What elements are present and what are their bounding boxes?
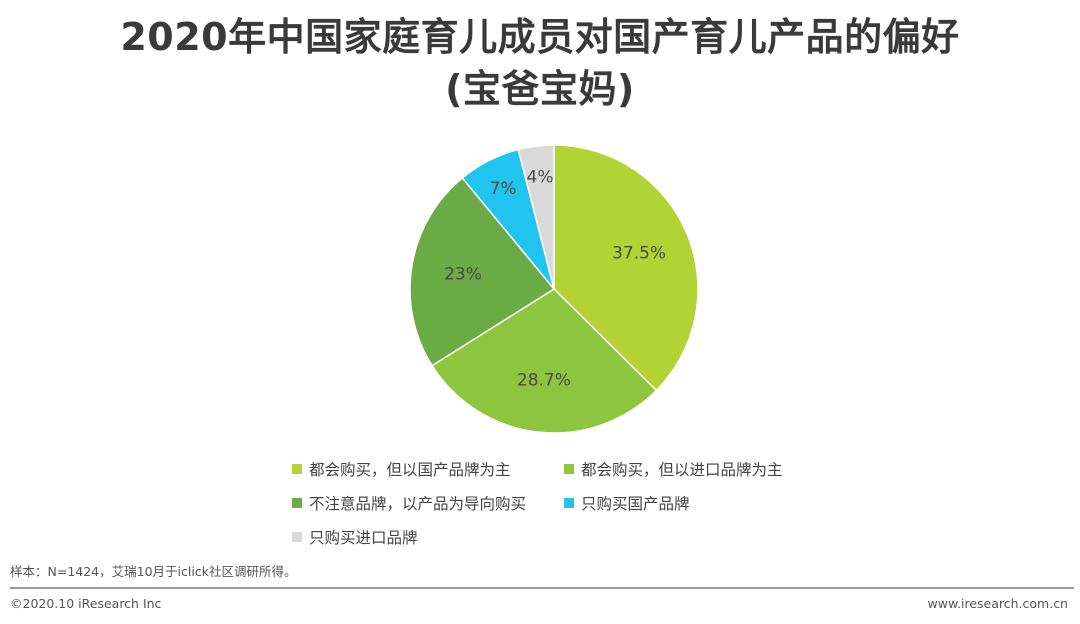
data-label: 7% bbox=[490, 179, 517, 199]
legend-label: 都会购买，但以进口品牌为主 bbox=[581, 461, 783, 479]
pie-slice bbox=[553, 144, 699, 392]
chart-legend: 都会购买，但以国产品牌为主 都会购买，但以进口品牌为主不注意品牌，以产品为导向购买… bbox=[292, 458, 852, 548]
legend-swatch bbox=[292, 498, 302, 508]
legend-label: 只购买进口品牌 bbox=[309, 529, 418, 547]
legend-swatch bbox=[292, 532, 302, 542]
legend-item: 只购买国产品牌 bbox=[564, 492, 844, 514]
legend-label: 都会购买，但以国产品牌为主 bbox=[309, 461, 511, 479]
pie-slice bbox=[409, 176, 556, 367]
pie-slice bbox=[431, 288, 658, 434]
legend-item: 只购买进口品牌 bbox=[292, 526, 564, 548]
sample-note: 样本：N=1424，艾瑞10月于iclick社区调研所得。 bbox=[10, 564, 297, 579]
data-label: 23% bbox=[444, 264, 482, 284]
legend-label: 不注意品牌，以产品为导向购买 bbox=[309, 495, 527, 513]
data-label: 37.5% bbox=[612, 244, 666, 264]
footer-divider bbox=[10, 587, 1074, 589]
copyright-text: ©2020.10 iResearch Inc bbox=[10, 596, 162, 611]
legend-item: 都会购买，但以进口品牌为主 bbox=[564, 458, 844, 480]
legend-swatch bbox=[564, 464, 574, 474]
legend-swatch bbox=[292, 464, 302, 474]
legend-swatch bbox=[564, 498, 574, 508]
data-label: 28.7% bbox=[517, 371, 571, 391]
website-link[interactable]: www.iresearch.com.cn bbox=[927, 596, 1069, 611]
pie-slice bbox=[517, 144, 555, 290]
data-label: 4% bbox=[527, 168, 554, 188]
legend-label: 只购买国产品牌 bbox=[581, 495, 690, 513]
chart-title: 2020年中国家庭育儿成员对国产育儿产品的偏好 bbox=[120, 15, 960, 59]
legend-item: 不注意品牌，以产品为导向购买 bbox=[292, 492, 564, 514]
chart-subtitle: (宝爸宝妈) bbox=[445, 67, 635, 111]
legend-item: 都会购买，但以国产品牌为主 bbox=[292, 458, 564, 480]
